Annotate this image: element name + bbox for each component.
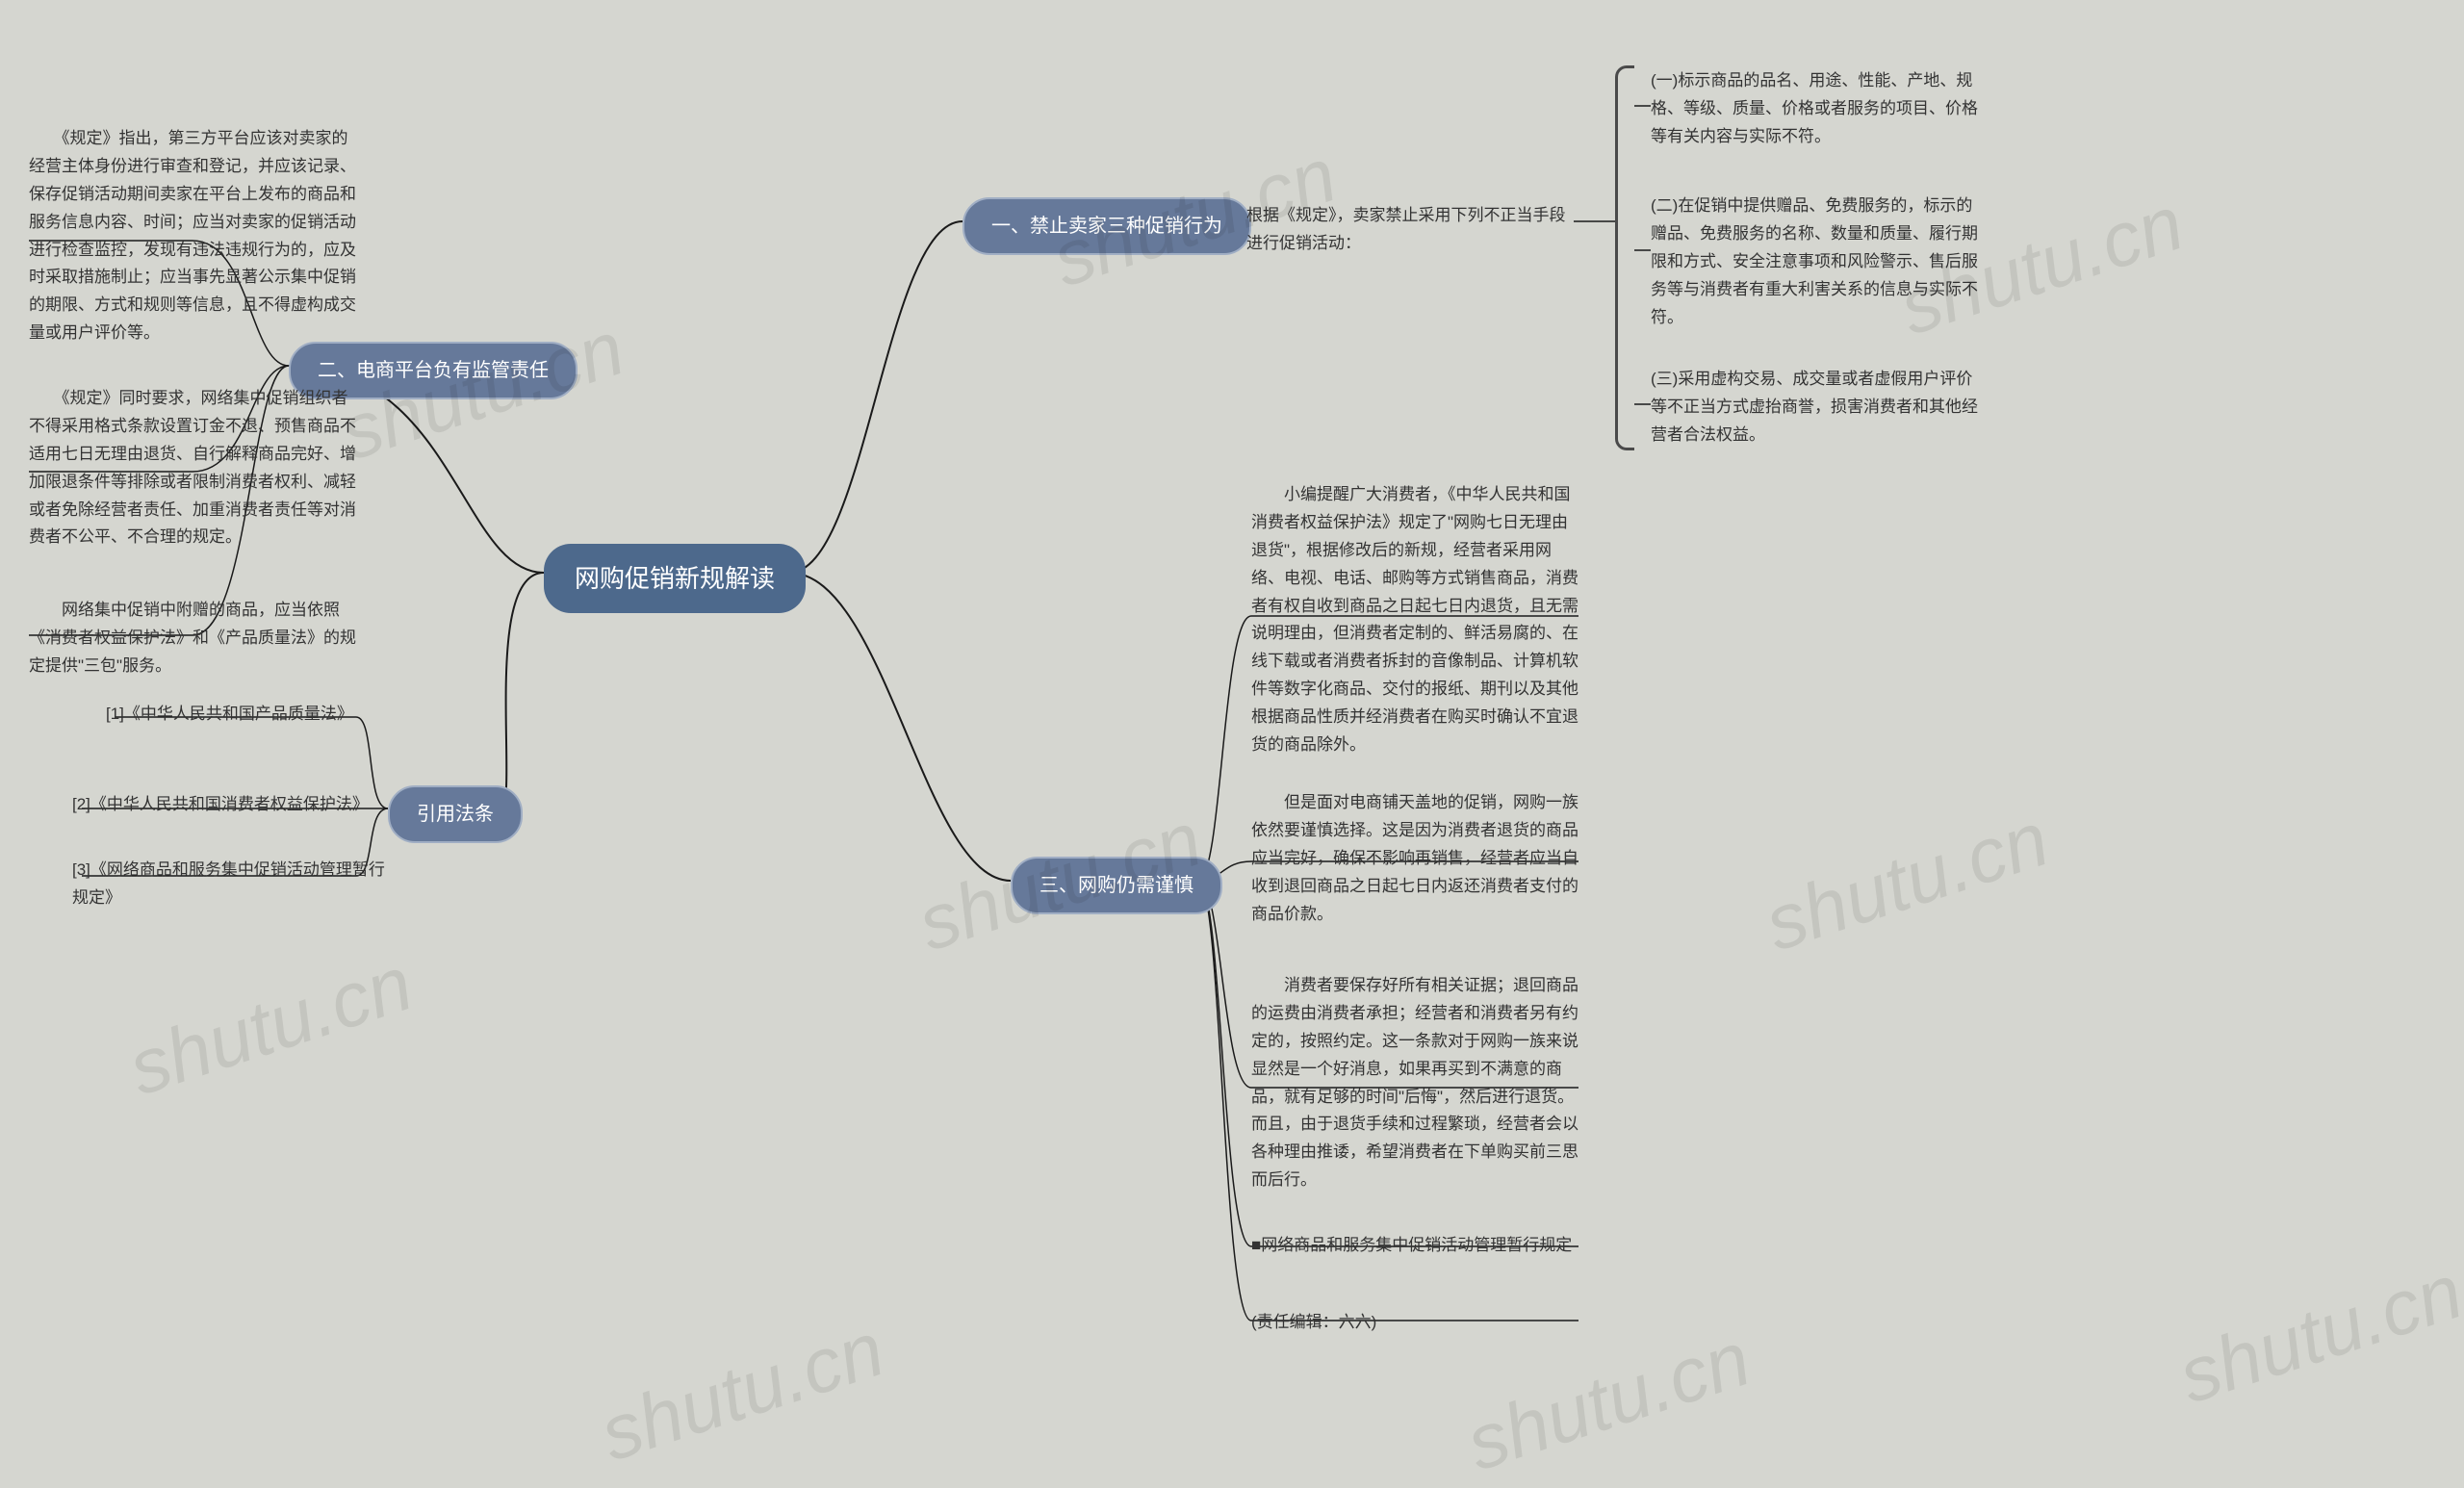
leaf-b3-4: (责任编辑：六六) bbox=[1251, 1309, 1578, 1337]
leaf-b3-3: ■网络商品和服务集中促销活动管理暂行规定 bbox=[1251, 1232, 1578, 1260]
leaf-b2-2: 网络集中促销中附赠的商品，应当依照《消费者权益保护法》和《产品质量法》的规定提供… bbox=[29, 597, 356, 680]
watermark: shutu.cn bbox=[2169, 1247, 2464, 1422]
watermark: shutu.cn bbox=[590, 1305, 894, 1479]
branch-label: 二、电商平台负有监管责任 bbox=[318, 360, 549, 381]
branch-label: 引用法条 bbox=[417, 804, 494, 825]
leaf-b1-1: (二)在促销中提供赠品、免费服务的，标示的赠品、免费服务的名称、数量和质量、履行… bbox=[1651, 192, 1978, 331]
leaf-b1-2: (三)采用虚构交易、成交量或者虚假用户评价等不正当方式虚抬商誉，损害消费者和其他… bbox=[1651, 366, 1978, 449]
branch-references: 引用法条 bbox=[388, 785, 523, 843]
leaf-b2-1: 《规定》同时要求，网络集中促销组织者不得采用格式条款设置订金不退、预售商品不适用… bbox=[29, 385, 356, 552]
leaf-ref-2: [3]《网络商品和服务集中促销活动管理暂行规定》 bbox=[72, 857, 390, 912]
b1-subnote: 根据《规定》，卖家禁止采用下列不正当手段进行促销活动： bbox=[1246, 202, 1574, 258]
leaf-ref-0: [1]《中华人民共和国产品质量法》 bbox=[106, 701, 424, 729]
branch-label: 一、禁止卖家三种促销行为 bbox=[991, 216, 1222, 237]
root-label: 网购促销新规解读 bbox=[575, 564, 775, 593]
branch-three-behaviors: 一、禁止卖家三种促销行为 bbox=[962, 197, 1251, 255]
bracket-b1 bbox=[1615, 65, 1634, 450]
root-node: 网购促销新规解读 bbox=[544, 544, 806, 613]
watermark: shutu.cn bbox=[118, 939, 423, 1114]
branch-caution: 三、网购仍需谨慎 bbox=[1011, 857, 1222, 914]
leaf-b3-2: 消费者要保存好所有相关证据；退回商品的运费由消费者承担；经营者和消费者另有约定的… bbox=[1251, 972, 1578, 1194]
leaf-b3-1: 但是面对电商铺天盖地的促销，网购一族依然要谨慎选择。这是因为消费者退货的商品应当… bbox=[1251, 789, 1578, 928]
watermark: shutu.cn bbox=[1456, 1315, 1760, 1488]
leaf-b1-0: (一)标示商品的品名、用途、性能、产地、规格、等级、质量、价格或者服务的项目、价… bbox=[1651, 67, 1978, 151]
leaf-b3-0: 小编提醒广大消费者，《中华人民共和国消费者权益保护法》规定了"网购七日无理由退货… bbox=[1251, 481, 1578, 759]
leaf-b2-0: 《规定》指出，第三方平台应该对卖家的经营主体身份进行审查和登记，并应该记录、保存… bbox=[29, 125, 356, 347]
leaf-ref-1: [2]《中华人民共和国消费者权益保护法》 bbox=[72, 791, 399, 819]
watermark: shutu.cn bbox=[1755, 795, 2059, 969]
bracket-ticks bbox=[1574, 58, 1651, 462]
branch-label: 三、网购仍需谨慎 bbox=[1040, 875, 1194, 896]
